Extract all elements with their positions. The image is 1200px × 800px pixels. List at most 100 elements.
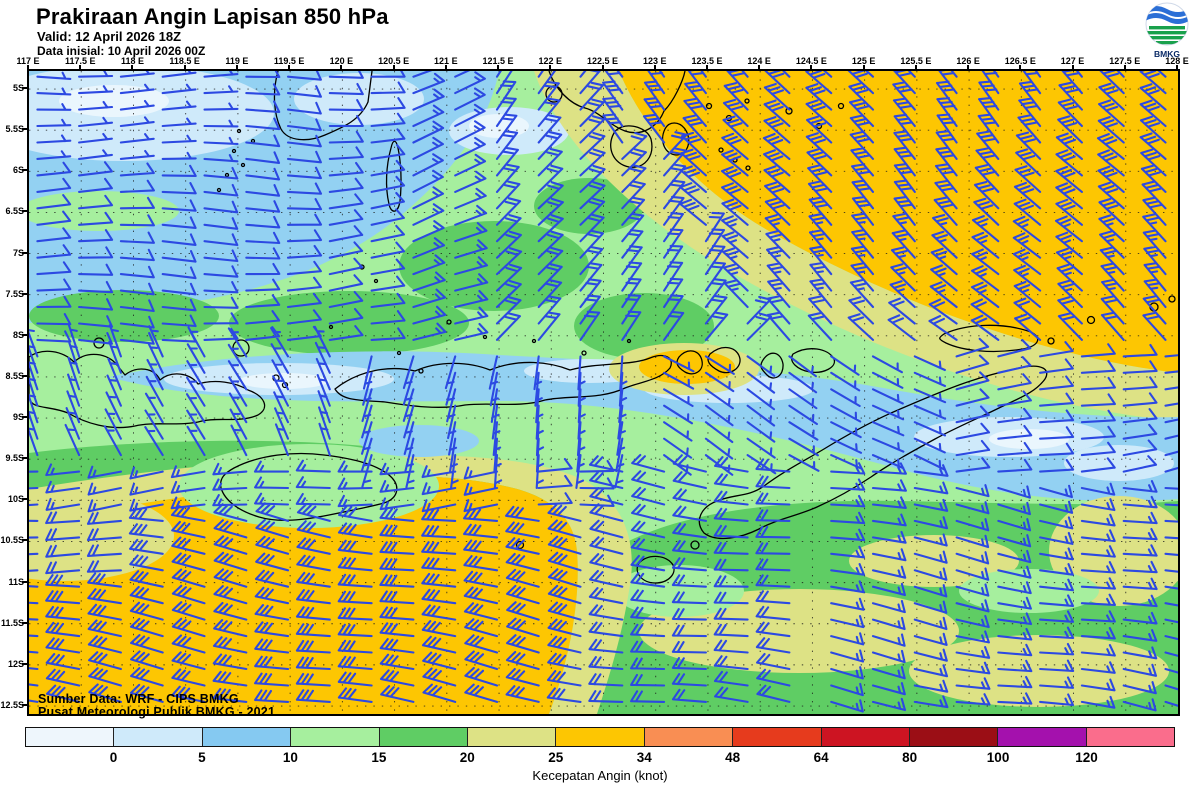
- lat-label: 9.5S: [5, 453, 24, 464]
- source-data-label: Sumber Data: WRF - CIPS BMKG: [38, 692, 239, 706]
- legend-tick-label: 120: [1075, 750, 1098, 765]
- legend-color-segment: [379, 728, 468, 746]
- lon-label: 120.5 E: [378, 56, 410, 66]
- legend-color-segment: [114, 728, 203, 746]
- lat-tick: [22, 580, 27, 583]
- lon-tick: [601, 65, 604, 69]
- small-island: [216, 187, 222, 193]
- lon-tick: [340, 65, 343, 69]
- lon-tick: [862, 65, 865, 69]
- legend-color-segment: [998, 728, 1087, 746]
- lon-tick: [1019, 65, 1022, 69]
- small-island: [482, 334, 488, 340]
- legend-tick-label: 48: [725, 750, 741, 765]
- small-island: [626, 338, 632, 344]
- small-island: [718, 147, 724, 153]
- lat-tick: [22, 374, 27, 377]
- legend-tick-label: 20: [459, 750, 475, 765]
- island-coastline: [610, 125, 653, 168]
- small-island: [705, 102, 713, 110]
- island-coastline: [676, 350, 703, 375]
- lon-tick: [1071, 65, 1074, 69]
- lat-tick: [22, 704, 27, 707]
- legend-color-segment: [821, 728, 910, 746]
- lon-label: 118 E: [120, 56, 144, 66]
- lat-label: 5S: [12, 83, 24, 94]
- small-island: [515, 540, 525, 550]
- lat-tick: [22, 210, 27, 213]
- lon-label: 122.5 E: [586, 56, 619, 66]
- lon-label: 127.5 E: [1109, 56, 1141, 66]
- lon-tick: [758, 65, 761, 69]
- map-frame: [27, 69, 1180, 716]
- legend-tick-label: 10: [282, 750, 298, 765]
- small-island: [745, 165, 751, 171]
- bmkg-logo-icon: [1145, 2, 1189, 46]
- small-island: [1047, 337, 1055, 345]
- lon-label: 122 E: [538, 56, 563, 66]
- lat-tick: [22, 251, 27, 254]
- lon-tick: [235, 65, 238, 69]
- publisher-label: Pusat Meteorologi Publik BMKG - 2021: [38, 705, 276, 719]
- small-island: [581, 350, 587, 356]
- lon-label: 118.5 E: [169, 56, 200, 66]
- lon-tick: [967, 65, 970, 69]
- lon-label: 119.5 E: [273, 56, 305, 66]
- lon-label: 128 E: [1165, 56, 1189, 66]
- legend-tick-label: 80: [902, 750, 918, 765]
- small-island: [690, 540, 700, 550]
- bmkg-logo: BMKG: [1142, 2, 1192, 59]
- lon-label: 123 E: [642, 56, 667, 66]
- island-coastline: [548, 71, 686, 134]
- lon-tick: [497, 65, 500, 69]
- valid-time-label: Valid: 12 April 2026 18Z: [37, 29, 182, 44]
- lon-tick: [549, 65, 552, 69]
- lon-label: 117.5 E: [64, 56, 96, 66]
- map-canvas: [29, 71, 1178, 714]
- small-island: [418, 368, 424, 374]
- lat-tick: [22, 333, 27, 336]
- init-time-label: Data inisial: 10 April 2026 00Z: [37, 44, 206, 58]
- lon-tick: [131, 65, 134, 69]
- lat-tick: [22, 498, 27, 501]
- legend-tick-label: 5: [198, 750, 206, 765]
- lat-tick: [22, 662, 27, 665]
- lat-label: 7S: [12, 247, 24, 258]
- legend-caption: Kecepatan Angin (knot): [532, 768, 668, 783]
- legend-color-segment: [1086, 728, 1175, 746]
- lat-label: 6S: [12, 165, 24, 176]
- small-island: [1168, 295, 1176, 303]
- lat-label: 10S: [7, 494, 24, 505]
- lon-label: 123.5 E: [691, 56, 723, 66]
- lat-label: 8.5S: [5, 370, 24, 381]
- legend-color-segment: [644, 728, 734, 746]
- small-island: [531, 338, 537, 344]
- lat-tick: [22, 416, 27, 419]
- legend-color-segment: [202, 728, 292, 746]
- lon-tick: [810, 65, 813, 69]
- small-island: [744, 98, 750, 104]
- small-island: [446, 319, 452, 325]
- bmkg-logo-label: BMKG: [1154, 49, 1180, 59]
- legend-color-segment: [733, 728, 822, 746]
- lat-label: 7.5S: [5, 288, 24, 299]
- lon-label: 126.5 E: [1004, 56, 1036, 66]
- lon-label: 125.5 E: [900, 56, 932, 66]
- legend-tick-label: 15: [371, 750, 387, 765]
- lon-tick: [914, 65, 917, 69]
- legend-color-segment: [556, 728, 645, 746]
- lon-label: 125 E: [851, 56, 876, 66]
- small-island: [1086, 315, 1096, 325]
- wind-speed-legend: [25, 727, 1175, 747]
- legend-tick-label: 0: [109, 750, 118, 765]
- lon-tick: [392, 65, 395, 69]
- lat-tick: [22, 292, 27, 295]
- lon-tick: [79, 65, 82, 69]
- legend-color-segment: [291, 728, 380, 746]
- legend-tick-label: 64: [813, 750, 829, 765]
- lon-tick: [444, 65, 447, 69]
- lon-tick: [27, 65, 29, 69]
- lon-tick: [1123, 65, 1126, 69]
- island-coastline: [707, 346, 741, 374]
- small-island: [837, 102, 845, 110]
